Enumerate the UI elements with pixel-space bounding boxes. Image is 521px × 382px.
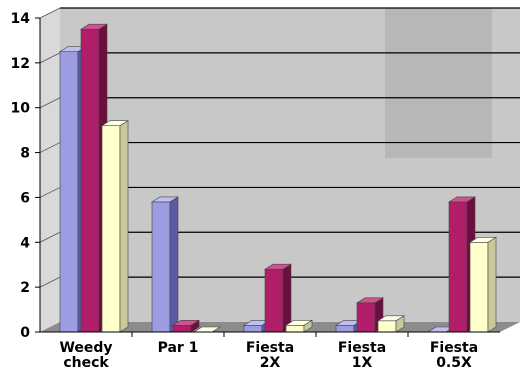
gridline-side	[39, 276, 61, 288]
bar-side	[487, 236, 497, 333]
x-tick-label-line1: Par 1	[158, 340, 199, 356]
y-tick-label: 2	[20, 280, 30, 296]
x-tick-label: Weedy check	[59, 340, 112, 371]
gridline-side	[39, 7, 61, 19]
bar-top	[79, 23, 109, 30]
bar-side	[169, 196, 179, 333]
bar-front	[469, 241, 489, 333]
y-tick-label: 4	[20, 235, 30, 251]
bar-side	[119, 120, 129, 333]
x-tick-label: Fiesta 0.5X	[430, 340, 478, 371]
bar-front	[151, 201, 171, 333]
bar-front	[101, 125, 121, 333]
x-tick-label-line1: Fiesta	[338, 340, 386, 356]
bar-front	[356, 302, 376, 333]
gridline-side	[39, 142, 61, 153]
y-tick-label: 6	[20, 190, 30, 206]
bar-top	[447, 196, 477, 203]
bar	[355, 297, 385, 333]
x-tick-label: Fiesta 1X	[338, 340, 386, 371]
gridline-side	[39, 187, 61, 198]
x-tick-label-line1: Fiesta	[246, 340, 294, 356]
x-tick-label-line1: Fiesta	[430, 340, 478, 356]
x-tick-label-line2: 0.5X	[436, 355, 472, 371]
bar-top	[263, 263, 293, 270]
x-tick-label: Par 1	[158, 340, 199, 356]
bar-front	[285, 324, 305, 333]
y-axis: 0 2 4 6 8 10 12 14	[11, 11, 41, 341]
y-tick-label: 12	[11, 56, 30, 72]
bar-front	[172, 324, 192, 333]
bar	[100, 120, 130, 333]
bar	[171, 319, 201, 333]
bars	[58, 23, 498, 333]
wall-overlay-panel	[385, 8, 492, 158]
bar-top	[100, 120, 130, 126]
x-tick-label-line2: 2X	[260, 355, 281, 371]
bar-front	[335, 324, 355, 333]
y-tick-label: 10	[11, 101, 31, 117]
bar-top	[150, 196, 180, 203]
bar	[376, 315, 406, 333]
bar-front	[377, 320, 397, 333]
side-wall	[40, 8, 60, 332]
bar-top	[284, 319, 314, 326]
bar	[150, 196, 180, 333]
bar-front	[448, 201, 468, 333]
bar-top	[171, 319, 201, 326]
bar	[284, 319, 314, 333]
bar-front	[59, 51, 79, 333]
x-tick-label-line2: check	[63, 355, 109, 371]
bar-side	[282, 263, 292, 333]
bar-front	[264, 268, 284, 333]
x-tick-label-line2: 1X	[352, 355, 373, 371]
bar-top	[468, 236, 498, 243]
y-tick-label: 0	[20, 325, 30, 341]
y-tick-label: 14	[11, 11, 31, 27]
gridline-side	[39, 97, 61, 109]
x-tick-label-line1: Weedy	[59, 340, 112, 356]
bar-top	[355, 297, 385, 304]
bar-front	[80, 28, 100, 333]
bar-top	[376, 315, 406, 322]
x-tick-label: Fiesta 2X	[246, 340, 294, 371]
bar-front	[243, 324, 263, 333]
gridline-side	[39, 52, 61, 64]
bar	[263, 263, 293, 333]
y-tick-label: 8	[20, 146, 30, 162]
bar	[468, 236, 498, 333]
gridline-side	[39, 231, 61, 243]
